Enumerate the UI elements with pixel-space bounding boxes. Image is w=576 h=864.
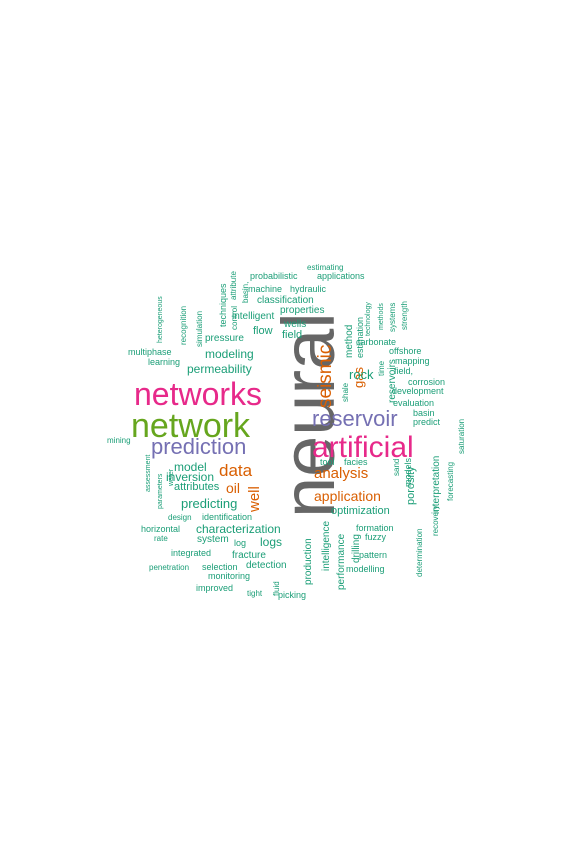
- word-recognition: recognition: [179, 305, 188, 345]
- word-classification: classification: [257, 295, 314, 306]
- word-interpretation: interpretation: [431, 455, 442, 514]
- word-performance: performance: [336, 533, 347, 590]
- word-wells: wells: [284, 319, 307, 330]
- word-heterogeneous: heterogeneous: [157, 296, 164, 343]
- word-logs: logs: [260, 535, 283, 550]
- word-integrated: integrated: [171, 547, 212, 558]
- word-picking: picking: [278, 589, 307, 600]
- word-estimating: estimating: [307, 262, 344, 272]
- word-tight: tight: [247, 588, 263, 598]
- word-control: control: [230, 305, 239, 330]
- word-data: data: [219, 461, 253, 481]
- word-horizontal: horizontal: [141, 523, 181, 534]
- word-analysis: analysis: [314, 465, 369, 482]
- word-carbonate: carbonate: [356, 336, 397, 347]
- word-rate: rate: [154, 533, 168, 543]
- word-design: design: [168, 512, 192, 522]
- word-techniques: techniques: [218, 283, 228, 327]
- word-predicting: predicting: [181, 495, 238, 511]
- word-assessment: assessment: [145, 454, 152, 492]
- word-multiphase: multiphase: [128, 346, 172, 357]
- word-flow: flow: [253, 325, 273, 338]
- word-evaluation: evaluation: [393, 397, 435, 408]
- word-reservoir: reservoir: [312, 406, 398, 432]
- word-hydraulic: hydraulic: [290, 283, 327, 294]
- word-learning: learning: [148, 356, 181, 367]
- word-development: development: [392, 385, 444, 396]
- word-models: models: [403, 457, 413, 487]
- word-oil: oil: [226, 479, 241, 496]
- word-seismic: seismic: [315, 344, 336, 408]
- word-parameters: parameters: [157, 473, 164, 509]
- word-prediction: prediction: [151, 434, 247, 460]
- word-pattern: pattern: [359, 549, 388, 560]
- word-system: system: [197, 534, 229, 545]
- word-detection: detection: [246, 560, 287, 571]
- word-monitoring: monitoring: [208, 570, 251, 581]
- word-methods: methods: [378, 303, 385, 330]
- word-systems: systems: [388, 302, 397, 332]
- word-forecasting: forecasting: [446, 461, 455, 501]
- word-optimization: optimization: [331, 505, 390, 518]
- word-pressure: pressure: [205, 333, 244, 344]
- word-artificial: artificial: [312, 431, 414, 464]
- word-field: field,: [394, 365, 414, 376]
- word-water: water: [168, 468, 175, 486]
- word-production: production: [303, 538, 314, 585]
- word-modelling: modelling: [346, 563, 385, 574]
- word-probabilistic: probabilistic: [250, 270, 298, 281]
- word-determination: determination: [415, 528, 424, 577]
- word-method: method: [344, 324, 355, 358]
- word-reservoirs: reservoirs: [387, 359, 398, 403]
- word-inversion: inversion: [166, 470, 215, 485]
- word-properties: properties: [280, 305, 325, 316]
- word-improved: improved: [196, 582, 234, 593]
- word-basin: basin: [413, 407, 435, 418]
- word-offshore: offshore: [389, 345, 422, 356]
- word-sand: sand: [392, 458, 401, 476]
- word-shale: shale: [341, 382, 350, 402]
- word-mining: mining: [107, 435, 131, 445]
- word-modeling: modeling: [205, 347, 254, 362]
- word-technology: technology: [365, 302, 372, 336]
- word-attributes: attributes: [174, 481, 220, 494]
- word-corrosion: corrosion: [408, 376, 446, 387]
- word-basin: basin,: [241, 281, 250, 303]
- word-intelligent: intelligent: [232, 311, 275, 322]
- word-identification: identification: [202, 511, 253, 522]
- word-permeability: permeability: [187, 362, 252, 377]
- word-simulation: simulation: [195, 310, 204, 347]
- word-well: well: [246, 486, 263, 512]
- word-facies: facies: [344, 456, 368, 467]
- word-network: network: [131, 406, 251, 445]
- word-intelligence: intelligence: [321, 520, 332, 571]
- word-characterization: characterization: [196, 522, 281, 537]
- word-applications: applications: [317, 270, 365, 281]
- word-selection: selection: [202, 561, 238, 572]
- word-fracture: fracture: [232, 550, 266, 561]
- word-penetration: penetration: [149, 562, 190, 572]
- word-rock: rock: [349, 366, 374, 382]
- word-time: time: [377, 360, 386, 376]
- word-tool: tool: [320, 456, 335, 467]
- word-strength: strength: [400, 301, 409, 330]
- word-log: log: [234, 537, 247, 548]
- word-attribute: attribute: [229, 271, 238, 300]
- word-networks: networks: [134, 376, 263, 413]
- word-formation: formation: [356, 522, 394, 533]
- word-predict: predict: [413, 416, 441, 427]
- word-field: field: [282, 329, 303, 342]
- word-mapping: mapping: [395, 355, 430, 366]
- word-saturation: saturation: [457, 418, 466, 454]
- word-machine: machine: [248, 283, 283, 294]
- word-application: application: [314, 487, 381, 504]
- word-fuzzy: fuzzy: [365, 531, 387, 542]
- word-model: model: [174, 460, 207, 475]
